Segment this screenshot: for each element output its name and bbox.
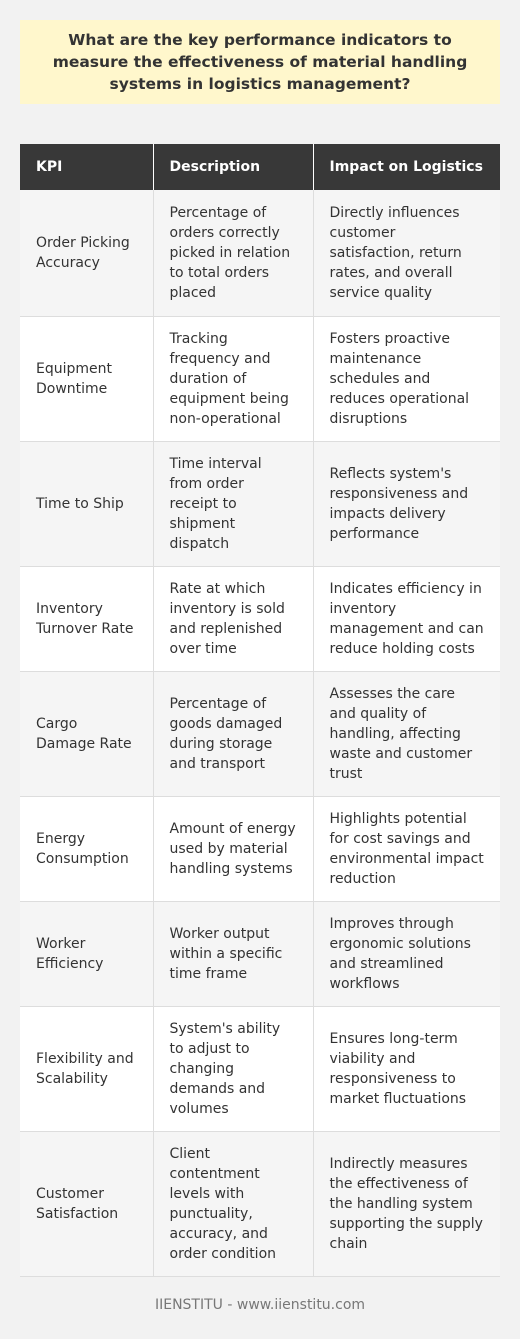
table-header-row: KPI Description Impact on Logistics (20, 144, 500, 190)
impact-cell: Directly influences customer satisfactio… (313, 190, 500, 317)
description-cell: Tracking frequency and duration of equip… (153, 316, 314, 442)
footer-credit: IIENSTITU - www.iienstitu.com (154, 1297, 366, 1313)
impact-cell: Improves through ergonomic solutions and… (313, 901, 500, 1007)
impact-cell: Ensures long-term viability and responsi… (313, 1006, 500, 1132)
kpi-cell: Customer Satisfaction (20, 1131, 154, 1277)
kpi-cell: Worker Efficiency (20, 901, 154, 1007)
kpi-cell: Cargo Damage Rate (20, 671, 154, 797)
table-row: Equipment Downtime Tracking frequency an… (20, 316, 500, 442)
table-row: Time to Ship Time interval from order re… (20, 441, 500, 567)
table-row: Worker Efficiency Worker output within a… (20, 901, 500, 1007)
description-cell: Percentage of orders correctly picked in… (153, 190, 314, 317)
table-row: Energy Consumption Amount of energy used… (20, 796, 500, 902)
kpi-cell: Inventory Turnover Rate (20, 566, 154, 672)
kpi-cell: Equipment Downtime (20, 316, 154, 442)
table-row: Customer Satisfaction Client contentment… (20, 1131, 500, 1277)
description-cell: Worker output within a specific time fra… (153, 901, 314, 1007)
impact-cell: Highlights potential for cost savings an… (313, 796, 500, 902)
column-header-kpi: KPI (20, 144, 154, 190)
table-row: Inventory Turnover Rate Rate at which in… (20, 566, 500, 672)
impact-cell: Indicates efficiency in inventory manage… (313, 566, 500, 672)
description-cell: Amount of energy used by material handli… (153, 796, 314, 902)
description-cell: Time interval from order receipt to ship… (153, 441, 314, 567)
kpi-cell: Flexibility and Scalability (20, 1006, 154, 1132)
kpi-cell: Time to Ship (20, 441, 154, 567)
column-header-description: Description (153, 144, 314, 190)
kpi-cell: Energy Consumption (20, 796, 154, 902)
impact-cell: Indirectly measures the effectiveness of… (313, 1131, 500, 1277)
description-cell: Client contentment levels with punctuali… (153, 1131, 314, 1277)
impact-cell: Fosters proactive maintenance schedules … (313, 316, 500, 442)
table-row: Cargo Damage Rate Percentage of goods da… (20, 671, 500, 797)
kpi-table: KPI Description Impact on Logistics Orde… (20, 144, 500, 1277)
title-banner: What are the key performance indicators … (20, 20, 500, 104)
description-cell: Percentage of goods damaged during stora… (153, 671, 314, 797)
column-header-impact: Impact on Logistics (313, 144, 500, 190)
impact-cell: Reflects system's responsiveness and imp… (313, 441, 500, 567)
table-row: Flexibility and Scalability System's abi… (20, 1006, 500, 1132)
description-cell: Rate at which inventory is sold and repl… (153, 566, 314, 672)
description-cell: System's ability to adjust to changing d… (153, 1006, 314, 1132)
table-row: Order Picking Accuracy Percentage of ord… (20, 190, 500, 317)
page-title: What are the key performance indicators … (52, 31, 468, 93)
kpi-cell: Order Picking Accuracy (20, 190, 154, 317)
impact-cell: Assesses the care and quality of handlin… (313, 671, 500, 797)
